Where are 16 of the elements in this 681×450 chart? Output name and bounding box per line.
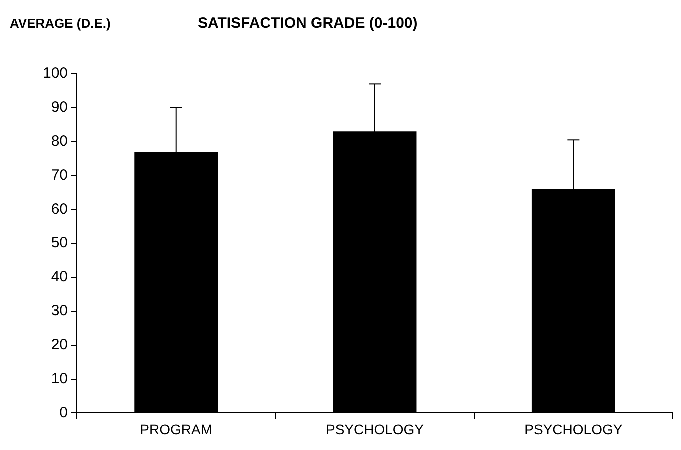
chart-title: SATISFACTION GRADE (0-100): [198, 15, 418, 32]
y-tick-label: 70: [51, 166, 68, 184]
y-axis-title: AVERAGE (D.E.): [10, 16, 111, 31]
y-tick-label: 80: [51, 132, 68, 150]
y-tick-label: 10: [51, 370, 68, 388]
x-tick-label: PROGRAM: [140, 421, 213, 438]
y-tick-label: 90: [51, 99, 68, 116]
x-tick-label: PSYCHOLOGY: [524, 421, 624, 438]
y-tick-label: 40: [51, 268, 68, 286]
y-tick-label: 30: [51, 302, 68, 320]
y-tick-label: 100: [42, 65, 68, 82]
y-tick-label: 0: [60, 404, 68, 422]
x-tick-label: PSYCHOLOGY: [326, 421, 425, 438]
y-tick-label: 60: [51, 200, 68, 218]
y-tick-label: 20: [51, 336, 68, 354]
y-tick-label: 50: [51, 234, 68, 252]
